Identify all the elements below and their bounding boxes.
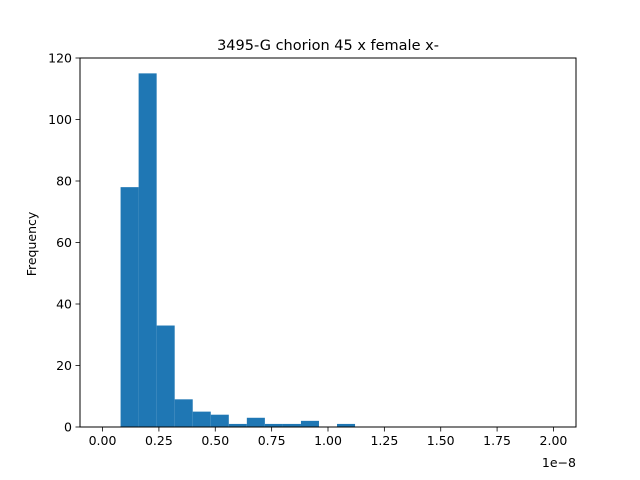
plot-area-frame xyxy=(79,57,577,428)
histogram-bar xyxy=(174,399,193,427)
x-tick-label: 1.50 xyxy=(427,433,455,448)
y-tick-label: 100 xyxy=(48,112,72,127)
histogram-bar xyxy=(210,414,229,427)
y-axis: 0 20 40 60 80 100 120 xyxy=(48,51,80,435)
x-tick-label: 2.00 xyxy=(540,433,568,448)
histogram-bar xyxy=(138,73,157,427)
x-axis-offset-text: 1e−8 xyxy=(542,455,576,470)
y-tick-label: 60 xyxy=(56,235,72,250)
x-tick-label: 1.25 xyxy=(370,433,398,448)
histogram-bars xyxy=(120,73,356,427)
x-tick-label: 0.75 xyxy=(258,433,286,448)
histogram-bar xyxy=(264,423,283,427)
y-tick-label: 0 xyxy=(64,420,72,435)
histogram-bar xyxy=(120,187,139,427)
x-tick-label: 0.50 xyxy=(201,433,229,448)
histogram-bar xyxy=(156,325,175,427)
histogram-bar xyxy=(337,423,356,427)
x-tick-label: 1.00 xyxy=(314,433,342,448)
histogram-bar xyxy=(282,423,301,427)
y-tick-label: 120 xyxy=(48,51,72,66)
histogram-bar xyxy=(228,423,247,427)
histogram-bar xyxy=(192,411,211,427)
y-tick-label: 80 xyxy=(56,174,72,189)
x-tick-label: 1.75 xyxy=(483,433,511,448)
y-axis-label: Frequency xyxy=(24,211,39,276)
histogram-bar xyxy=(300,420,319,427)
y-tick-label: 20 xyxy=(56,358,72,373)
x-tick-label: 0.25 xyxy=(145,433,173,448)
y-tick-label: 40 xyxy=(56,297,72,312)
x-axis: 0.00 0.25 0.50 0.75 1.00 1.25 1.50 1.75 2.00 xyxy=(89,427,568,448)
histogram-bar xyxy=(246,417,265,427)
chart-title: 3495-G chorion 45 x female x- xyxy=(217,38,439,54)
x-tick-label: 0.00 xyxy=(89,433,117,448)
